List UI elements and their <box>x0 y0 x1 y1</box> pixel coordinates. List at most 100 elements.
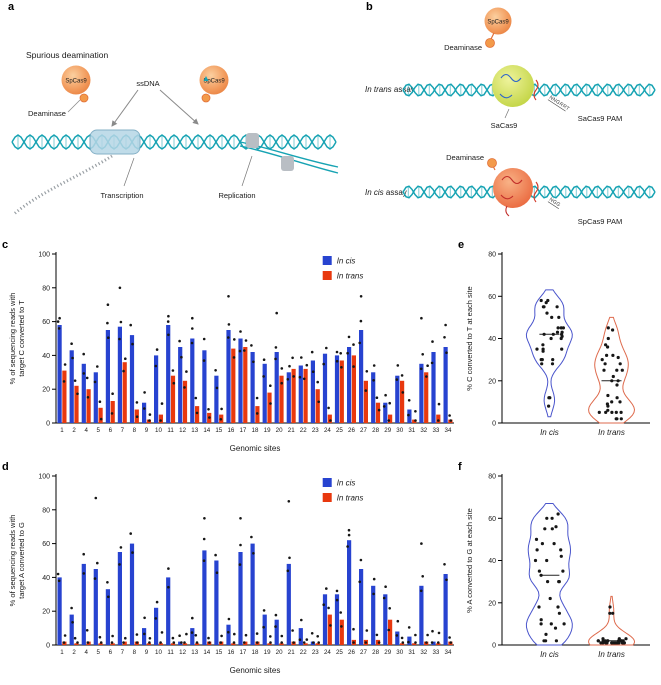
data-point <box>302 641 306 644</box>
data-point <box>541 343 545 347</box>
data-point <box>57 579 61 583</box>
data-point <box>262 375 265 378</box>
bar-in-trans <box>158 414 163 423</box>
data-point <box>401 391 405 394</box>
data-point <box>618 362 622 366</box>
bar-in-trans <box>170 643 176 645</box>
x-tick-label: 27 <box>360 427 367 434</box>
bar-in-cis <box>310 360 315 423</box>
bar-in-trans <box>122 641 127 645</box>
bar-in-cis <box>334 594 340 645</box>
bar-in-cis <box>142 402 147 423</box>
data-point <box>63 363 67 366</box>
data-point <box>302 377 306 381</box>
data-point <box>154 364 158 368</box>
data-point <box>606 639 610 643</box>
bar-in-cis <box>214 375 219 423</box>
x-tick-label: 26 <box>348 427 355 434</box>
data-point <box>606 393 610 398</box>
bar-in-trans <box>182 643 188 645</box>
svg-text:NGG: NGG <box>548 197 562 209</box>
data-point <box>85 376 89 380</box>
bar-in-trans <box>436 414 441 423</box>
data-point <box>615 396 619 400</box>
x-tick-label: 16 <box>227 649 234 656</box>
y-tick-label: 20 <box>488 600 496 607</box>
bar-in-trans <box>86 389 91 423</box>
data-point <box>233 632 236 636</box>
data-point <box>601 637 605 641</box>
bar-in-cis <box>105 330 110 423</box>
bar-in-cis <box>371 585 376 645</box>
data-point <box>63 634 67 637</box>
data-point <box>280 634 284 638</box>
data-point <box>274 346 278 349</box>
bar-in-cis <box>178 347 183 423</box>
data-point <box>559 326 563 330</box>
bar-in-cis <box>81 563 86 645</box>
data-point <box>555 305 559 309</box>
data-point <box>561 569 565 573</box>
y-tick-label: 20 <box>42 609 50 616</box>
x-tick-label: 31 <box>408 649 415 656</box>
violin-outline <box>588 316 636 424</box>
data-point <box>280 367 284 370</box>
x-tick-label: 9 <box>145 649 149 656</box>
spcas9-label: SpCas9 <box>203 79 225 85</box>
x-tick-label: 1 <box>60 649 64 656</box>
x-tick-label: 32 <box>420 649 427 656</box>
data-point <box>119 546 123 549</box>
data-point <box>86 396 90 399</box>
data-point <box>346 351 349 355</box>
data-point <box>340 625 343 628</box>
data-point <box>546 580 550 584</box>
data-point <box>407 413 410 417</box>
data-point <box>556 512 560 516</box>
data-point <box>195 411 199 415</box>
data-point <box>227 617 231 621</box>
data-point <box>414 641 417 644</box>
bar-in-trans <box>195 406 200 423</box>
data-point <box>605 353 609 357</box>
y-tick-label: 20 <box>42 387 50 394</box>
data-point <box>384 585 387 588</box>
data-point <box>431 340 434 343</box>
data-point <box>167 333 170 337</box>
data-point <box>358 341 362 345</box>
bar-in-trans <box>279 643 284 645</box>
data-point <box>207 636 210 640</box>
data-point <box>544 639 548 643</box>
panel-label-a: a <box>8 1 15 13</box>
data-point <box>407 626 411 629</box>
deamination-arrow-icon <box>203 76 209 81</box>
data-point <box>382 405 386 408</box>
bar-in-cis <box>129 543 135 645</box>
legend-label: In cis <box>337 479 356 488</box>
bar-in-trans <box>110 643 115 645</box>
data-point <box>111 634 114 638</box>
data-point <box>159 419 162 422</box>
y-axis-label: % of sequencing reads with <box>8 515 17 607</box>
x-tick-label: 17 <box>239 649 246 656</box>
data-point <box>310 350 314 354</box>
data-point <box>619 410 623 414</box>
data-point <box>400 636 404 640</box>
data-point <box>414 419 417 422</box>
data-point <box>155 348 159 351</box>
data-point <box>603 362 607 366</box>
bar-in-trans <box>315 389 320 423</box>
bar-in-trans <box>195 643 200 645</box>
data-point <box>82 372 86 375</box>
deaminase-pointer-line <box>67 99 81 113</box>
data-point <box>347 528 351 532</box>
data-point <box>347 335 351 339</box>
data-point <box>274 625 277 628</box>
replication-protein-icon <box>281 156 294 171</box>
y-axis-label: % C converted to T at each site <box>465 286 474 390</box>
data-point <box>430 361 434 365</box>
ssdna-label: ssDNA <box>136 79 159 88</box>
deaminase-label: Deaminase <box>444 43 482 52</box>
sacas9-pam-sequence: NNGRRT <box>547 95 571 112</box>
data-point <box>275 311 279 315</box>
data-point <box>106 321 109 325</box>
